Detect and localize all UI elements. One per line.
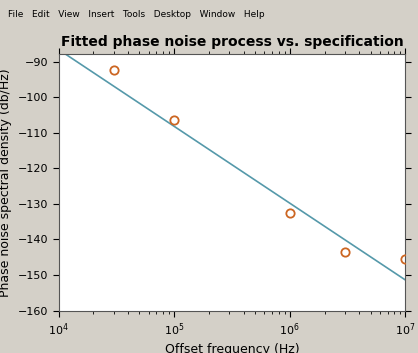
X-axis label: Offset frequency (Hz): Offset frequency (Hz)	[165, 343, 299, 353]
Title: Fitted phase noise process vs. specification: Fitted phase noise process vs. specifica…	[61, 35, 403, 49]
Text: File   Edit   View   Insert   Tools   Desktop   Window   Help: File Edit View Insert Tools Desktop Wind…	[8, 10, 265, 19]
Y-axis label: Phase noise spectral density (db/Hz): Phase noise spectral density (db/Hz)	[0, 68, 12, 297]
